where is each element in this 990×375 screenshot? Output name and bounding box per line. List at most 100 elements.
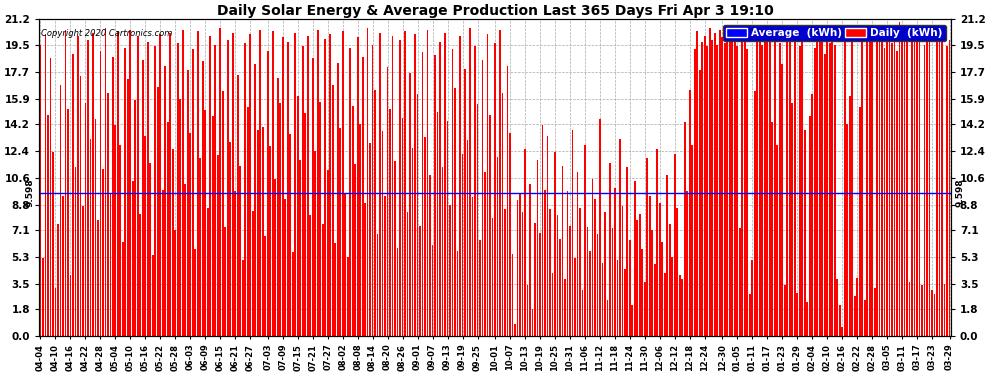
Bar bbox=[871, 28, 873, 336]
Bar bbox=[839, 305, 841, 336]
Bar bbox=[182, 30, 184, 336]
Text: Copyright 2020 Cartronics.com: Copyright 2020 Cartronics.com bbox=[41, 29, 172, 38]
Bar bbox=[806, 302, 808, 336]
Bar bbox=[105, 28, 106, 336]
Bar bbox=[269, 146, 271, 336]
Bar bbox=[332, 85, 334, 336]
Bar bbox=[377, 234, 378, 336]
Bar bbox=[739, 228, 741, 336]
Bar bbox=[240, 166, 242, 336]
Bar bbox=[639, 213, 641, 336]
Bar bbox=[909, 282, 911, 336]
Bar bbox=[774, 37, 775, 336]
Bar bbox=[197, 31, 199, 336]
Bar bbox=[619, 139, 621, 336]
Bar bbox=[242, 260, 244, 336]
Bar bbox=[906, 42, 908, 336]
Bar bbox=[122, 242, 124, 336]
Bar bbox=[54, 288, 56, 336]
Bar bbox=[896, 51, 898, 336]
Bar bbox=[497, 157, 498, 336]
Bar bbox=[504, 209, 506, 336]
Bar bbox=[597, 234, 598, 336]
Bar bbox=[579, 208, 581, 336]
Bar bbox=[87, 40, 89, 336]
Bar bbox=[709, 28, 711, 336]
Bar bbox=[445, 33, 446, 336]
Bar bbox=[532, 309, 534, 336]
Bar bbox=[117, 31, 119, 336]
Bar bbox=[781, 64, 783, 336]
Bar bbox=[366, 28, 368, 336]
Bar bbox=[943, 284, 945, 336]
Bar bbox=[929, 39, 931, 336]
Bar bbox=[92, 33, 94, 336]
Bar bbox=[469, 28, 471, 336]
Bar bbox=[446, 121, 448, 336]
Bar bbox=[202, 61, 204, 336]
Bar bbox=[354, 164, 356, 336]
Bar bbox=[199, 158, 201, 336]
Bar bbox=[669, 224, 670, 336]
Bar bbox=[734, 36, 736, 336]
Bar bbox=[627, 167, 629, 336]
Bar bbox=[637, 219, 639, 336]
Bar bbox=[876, 39, 878, 336]
Bar bbox=[100, 51, 101, 336]
Bar bbox=[681, 279, 683, 336]
Bar bbox=[349, 48, 351, 336]
Bar bbox=[719, 30, 721, 336]
Bar bbox=[392, 36, 393, 336]
Bar bbox=[409, 73, 411, 336]
Bar bbox=[212, 117, 214, 336]
Bar bbox=[82, 206, 84, 336]
Bar bbox=[824, 54, 826, 336]
Bar bbox=[946, 46, 948, 336]
Bar bbox=[327, 170, 329, 336]
Bar bbox=[507, 66, 508, 336]
Bar bbox=[169, 33, 171, 336]
Bar bbox=[127, 79, 129, 336]
Bar bbox=[430, 175, 431, 336]
Bar bbox=[771, 122, 773, 336]
Bar bbox=[517, 200, 519, 336]
Bar bbox=[843, 40, 845, 336]
Bar bbox=[67, 109, 68, 336]
Bar bbox=[245, 43, 247, 336]
Bar bbox=[479, 240, 481, 336]
Bar bbox=[746, 49, 748, 336]
Bar bbox=[187, 70, 189, 336]
Bar bbox=[829, 43, 831, 336]
Bar bbox=[911, 36, 913, 336]
Bar bbox=[412, 148, 414, 336]
Bar bbox=[812, 94, 813, 336]
Bar bbox=[404, 31, 406, 336]
Bar bbox=[489, 115, 491, 336]
Bar bbox=[397, 248, 398, 336]
Bar bbox=[554, 152, 555, 336]
Bar bbox=[727, 34, 729, 336]
Bar bbox=[194, 249, 196, 336]
Bar bbox=[282, 37, 283, 336]
Bar bbox=[607, 300, 608, 336]
Bar bbox=[372, 45, 373, 336]
Bar bbox=[184, 184, 186, 336]
Bar bbox=[145, 136, 147, 336]
Bar bbox=[934, 294, 936, 336]
Bar bbox=[125, 48, 127, 336]
Bar bbox=[914, 40, 916, 336]
Bar bbox=[584, 145, 586, 336]
Bar bbox=[769, 30, 770, 336]
Bar bbox=[571, 130, 573, 336]
Bar bbox=[289, 134, 291, 336]
Bar bbox=[261, 127, 263, 336]
Bar bbox=[309, 215, 311, 336]
Bar bbox=[459, 36, 461, 336]
Bar bbox=[634, 181, 636, 336]
Bar bbox=[879, 36, 880, 336]
Bar bbox=[789, 40, 791, 336]
Bar bbox=[77, 36, 79, 336]
Bar bbox=[881, 30, 883, 336]
Bar bbox=[691, 145, 693, 336]
Bar bbox=[714, 33, 716, 336]
